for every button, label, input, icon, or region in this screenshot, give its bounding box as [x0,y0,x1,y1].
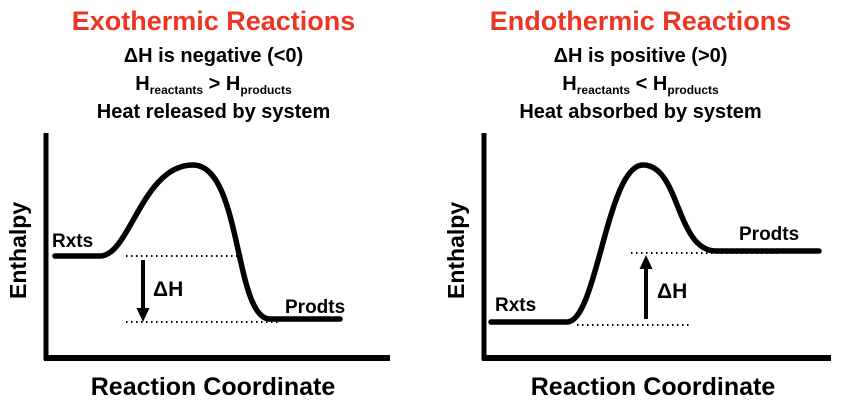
delta-h-label: ΔH [657,280,687,303]
exothermic-enthalpy-comparison: Hreactants > Hproducts [0,73,427,97]
energy-curve [488,162,822,325]
h-products-subscript: products [667,83,719,97]
exothermic-title: Exothermic Reactions [71,6,356,36]
h-products-subscript: products [240,83,292,97]
delta-h-arrowhead-up-icon [639,255,653,269]
h-products-symbol: H [225,73,241,95]
h-reactants-subscript: reactants [576,83,631,97]
exothermic-diagram: ΔH Rxts Prodts Enthalpy Reaction Coordin… [0,129,427,407]
endothermic-panel: Endothermic Reactions ΔH is positive (>0… [427,0,854,420]
comparison-operator: < [630,73,653,95]
endothermic-enthalpy-comparison: Hreactants < Hproducts [427,73,854,97]
x-axis-label: Reaction Coordinate [531,373,776,401]
h-products-symbol: H [652,73,668,95]
energy-curve [52,162,343,322]
x-axis-label: Reaction Coordinate [91,373,336,401]
exothermic-deltah-sign-line: ΔH is negative (<0) [123,45,304,67]
endothermic-heat-line: Heat absorbed by system [519,101,762,123]
endothermic-deltah-sign-line: ΔH is positive (>0) [553,45,728,67]
products-label: Prodts [739,224,799,245]
reactants-label: Rxts [52,231,93,252]
h-reactants-symbol: H [562,73,577,95]
h-reactants-symbol: H [135,73,150,95]
y-axis-label: Enthalpy [5,202,31,299]
delta-h-label: ΔH [153,278,183,301]
products-label: Prodts [285,297,345,318]
comparison-operator: > [203,73,226,95]
y-axis-label: Enthalpy [443,202,469,299]
endothermic-title: Endothermic Reactions [489,6,792,36]
exothermic-panel: Exothermic Reactions ΔH is negative (<0)… [0,6,427,407]
delta-h-arrowhead-down-icon [136,308,150,322]
exothermic-heat-line: Heat released by system [96,101,331,123]
reactants-label: Rxts [495,295,536,316]
h-reactants-subscript: reactants [149,83,204,97]
endothermic-diagram: ΔH Rxts Prodts Enthalpy Reaction Coordin… [427,129,854,407]
